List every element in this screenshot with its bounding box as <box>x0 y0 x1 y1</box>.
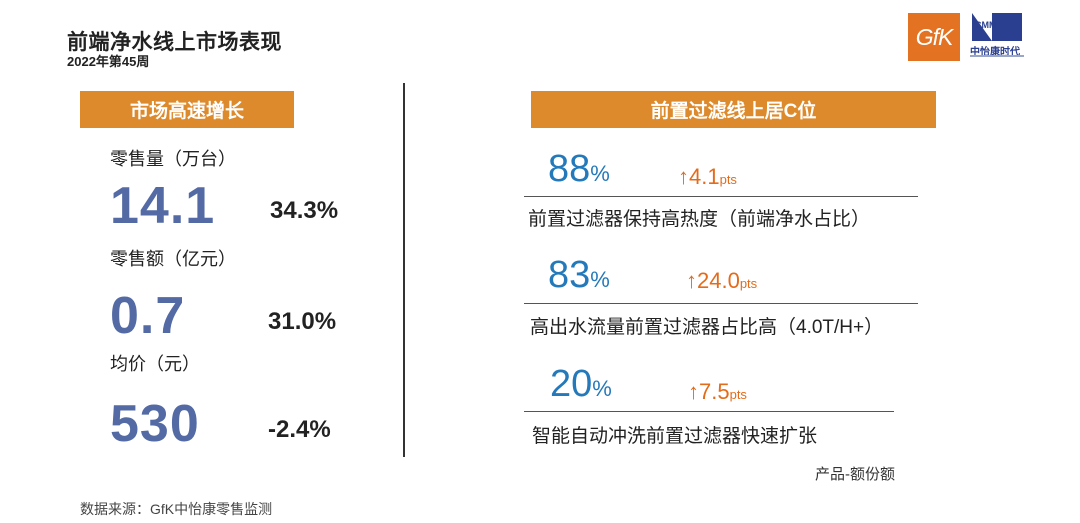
retail-sales-value: 0.7 <box>110 287 186 345</box>
retail-sales-label: 零售额（亿元） <box>110 249 236 269</box>
cmm-logo-underline <box>970 55 1024 57</box>
pre-filter-banner: 前置过滤线上居C位 <box>531 91 936 128</box>
cmm-logo-text: CMM <box>975 20 997 30</box>
page-subtitle: 2022年第45周 <box>67 54 150 69</box>
cmm-logo: CMM 中怡康时代 <box>968 13 1026 61</box>
cmm-logo-mark: CMM <box>972 13 1022 41</box>
share-value: 83% <box>548 254 610 296</box>
share-description: 智能自动冲洗前置过滤器快速扩张 <box>532 426 818 447</box>
share-change: ↑4.1pts <box>678 164 737 189</box>
arrow-up-icon: ↑ <box>688 379 699 404</box>
share-value: 88% <box>548 148 610 190</box>
data-source: 数据来源：GfK中怡康零售监测 <box>80 501 273 517</box>
arrow-up-icon: ↑ <box>686 268 697 293</box>
avg-price-label: 均价（元） <box>110 354 200 374</box>
item-divider <box>524 303 918 304</box>
retail-sales-change: 31.0% <box>268 308 337 335</box>
gfk-logo: GfK <box>908 13 960 61</box>
page-title: 前端净水线上市场表现 <box>67 31 282 54</box>
share-description: 高出水流量前置过滤器占比高（4.0T/H+） <box>530 317 884 338</box>
share-description: 前置过滤器保持高热度（前端净水占比） <box>528 209 871 230</box>
share-value: 20% <box>550 363 612 405</box>
item-divider <box>524 196 918 197</box>
retail-volume-value: 14.1 <box>110 177 216 235</box>
retail-volume-change: 34.3% <box>270 197 339 224</box>
avg-price-change: -2.4% <box>268 416 331 443</box>
avg-price-value: 530 <box>110 395 200 453</box>
panel-divider <box>403 83 405 457</box>
retail-volume-label: 零售量（万台） <box>110 149 236 169</box>
cmm-logo-name: 中怡康时代 <box>970 47 1020 58</box>
share-change: ↑24.0pts <box>686 268 758 293</box>
arrow-up-icon: ↑ <box>678 164 689 189</box>
item-divider <box>524 411 894 412</box>
market-growth-banner: 市场高速增长 <box>80 91 294 128</box>
share-note: 产品-额份额 <box>815 466 895 483</box>
share-change: ↑7.5pts <box>688 379 747 404</box>
